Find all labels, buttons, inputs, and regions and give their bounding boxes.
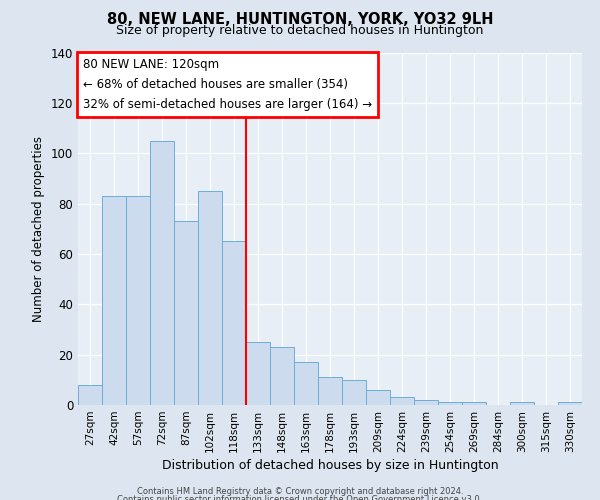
Bar bbox=[78, 385, 102, 405]
Text: Contains HM Land Registry data © Crown copyright and database right 2024.: Contains HM Land Registry data © Crown c… bbox=[137, 488, 463, 496]
Bar bbox=[270, 347, 294, 405]
Bar bbox=[150, 140, 174, 405]
X-axis label: Distribution of detached houses by size in Huntington: Distribution of detached houses by size … bbox=[161, 459, 499, 472]
Bar bbox=[222, 242, 246, 405]
Bar bbox=[462, 402, 486, 405]
Bar bbox=[366, 390, 390, 405]
Text: 80 NEW LANE: 120sqm
← 68% of detached houses are smaller (354)
32% of semi-detac: 80 NEW LANE: 120sqm ← 68% of detached ho… bbox=[83, 58, 372, 111]
Bar bbox=[414, 400, 438, 405]
Bar bbox=[342, 380, 366, 405]
Text: Contains public sector information licensed under the Open Government Licence v3: Contains public sector information licen… bbox=[118, 495, 482, 500]
Bar bbox=[318, 378, 342, 405]
Bar bbox=[102, 196, 126, 405]
Text: 80, NEW LANE, HUNTINGTON, YORK, YO32 9LH: 80, NEW LANE, HUNTINGTON, YORK, YO32 9LH bbox=[107, 12, 493, 28]
Bar bbox=[438, 402, 462, 405]
Bar bbox=[126, 196, 150, 405]
Bar bbox=[198, 191, 222, 405]
Bar bbox=[246, 342, 270, 405]
Bar bbox=[510, 402, 534, 405]
Bar bbox=[558, 402, 582, 405]
Text: Size of property relative to detached houses in Huntington: Size of property relative to detached ho… bbox=[116, 24, 484, 37]
Bar bbox=[174, 221, 198, 405]
Bar bbox=[294, 362, 318, 405]
Y-axis label: Number of detached properties: Number of detached properties bbox=[32, 136, 45, 322]
Bar bbox=[390, 398, 414, 405]
